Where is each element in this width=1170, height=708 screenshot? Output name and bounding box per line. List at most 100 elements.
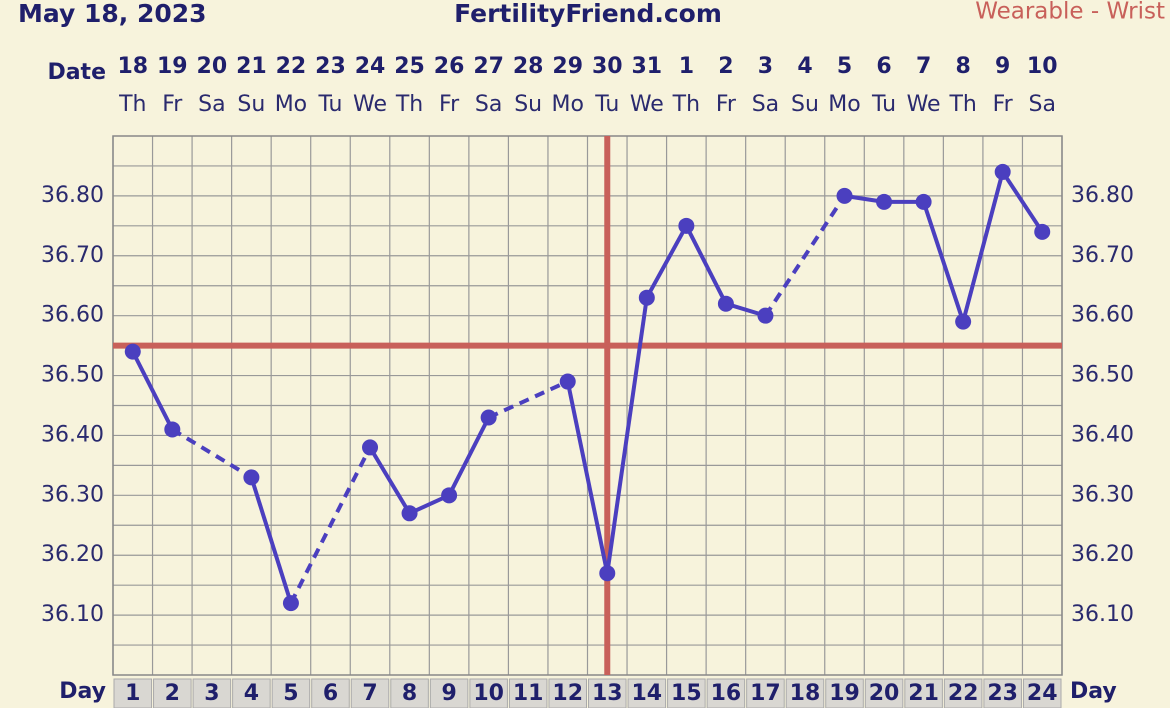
x-tick-label: 6 — [323, 681, 338, 706]
y-tick-label: 36.60 — [1071, 303, 1134, 328]
date-label: Date — [47, 60, 106, 85]
x-tick-label: 19 — [829, 681, 860, 706]
day-box — [864, 678, 904, 708]
date-label: 25 — [394, 54, 425, 79]
x-tick-label: 7 — [362, 681, 377, 706]
date-label: 10 — [1027, 54, 1058, 79]
weekday-label: Th — [672, 92, 700, 117]
date-label: 24 — [355, 54, 386, 79]
line-segment — [921, 201, 966, 323]
y-tick-label: 36.40 — [1071, 422, 1134, 447]
date-label: 28 — [513, 54, 544, 79]
point — [757, 307, 774, 324]
point — [955, 313, 972, 330]
weekday-label: Sa — [1029, 92, 1056, 117]
line-segment — [565, 381, 610, 574]
chart-title: FertilityFriend.com — [454, 0, 722, 28]
date-label: 2 — [718, 54, 733, 79]
y-tick-label: 36.70 — [1071, 243, 1134, 268]
weekday-label: Sa — [752, 92, 779, 117]
x-tick-label: 14 — [632, 681, 663, 706]
annotation: Wearable - Wrist — [975, 0, 1165, 25]
y-tick-label: 36.60 — [41, 303, 104, 328]
y-tick-label: 36.50 — [41, 363, 104, 388]
day-box — [983, 678, 1022, 708]
date-label: 4 — [797, 54, 812, 79]
day-box — [192, 678, 232, 708]
x-tick-label: 11 — [513, 681, 544, 706]
x-tick-label: 24 — [1027, 681, 1058, 706]
weekday-label: Th — [118, 92, 146, 117]
x-tick-label: 13 — [592, 681, 623, 706]
weekday-label: Fr — [439, 92, 460, 117]
day-box — [350, 678, 390, 708]
weekday-label: Tu — [871, 92, 896, 117]
line-bridge — [171, 427, 253, 480]
x-tick-label: 12 — [552, 681, 583, 706]
x-tick-label: 20 — [869, 681, 900, 706]
day-label: Day — [59, 679, 106, 704]
point — [1034, 223, 1051, 240]
weekday-label: Fr — [993, 92, 1014, 117]
day-box — [746, 678, 785, 708]
line-segment — [961, 171, 1005, 323]
day-box — [588, 678, 627, 708]
line-segment — [249, 476, 293, 604]
line-bridge — [487, 379, 569, 420]
weekday-label: Fr — [162, 92, 183, 117]
date-label: 7 — [916, 54, 931, 79]
day-box — [706, 678, 746, 708]
weekday-label: Su — [791, 92, 819, 117]
y-tick-label: 36.80 — [41, 183, 104, 208]
date-label: 1 — [679, 54, 694, 79]
date-label: 27 — [473, 54, 504, 79]
day-box — [627, 678, 667, 708]
y-tick-label: 36.50 — [1071, 363, 1134, 388]
x-tick-label: 3 — [204, 681, 219, 706]
day-box — [785, 678, 825, 708]
y-tick-label: 36.80 — [1071, 183, 1134, 208]
x-tick-label: 16 — [711, 681, 742, 706]
date-label: 29 — [552, 54, 583, 79]
point — [638, 289, 655, 306]
day-box — [825, 678, 864, 708]
point — [994, 163, 1011, 180]
day-box — [943, 678, 983, 708]
date-label: 23 — [315, 54, 346, 79]
weekday-label: Tu — [594, 92, 619, 117]
x-tick-label: 18 — [790, 681, 821, 706]
line-bridge — [289, 446, 372, 605]
x-tick-label: 22 — [948, 681, 979, 706]
date-label: 22 — [276, 54, 307, 79]
x-tick-label: 21 — [908, 681, 939, 706]
x-tick-label: 9 — [441, 681, 456, 706]
weekday-label: Mo — [552, 92, 584, 117]
weekday-label: We — [630, 92, 664, 117]
weekday-label: Sa — [198, 92, 225, 117]
point — [876, 193, 893, 210]
x-tick-label: 4 — [244, 681, 259, 706]
date-label: 30 — [592, 54, 623, 79]
line-segment — [605, 297, 649, 574]
y-tick-label: 36.20 — [41, 542, 104, 567]
point — [282, 595, 299, 612]
point — [401, 505, 418, 522]
point — [678, 217, 695, 234]
point — [124, 343, 141, 360]
point — [717, 295, 734, 312]
weekday-label: Mo — [828, 92, 860, 117]
date-label: 26 — [434, 54, 465, 79]
date-label: 18 — [117, 54, 148, 79]
day-box — [271, 678, 311, 708]
y-tick-label: 36.40 — [41, 422, 104, 447]
date-label: 19 — [157, 54, 188, 79]
weekday-label: We — [907, 92, 941, 117]
line-segment — [447, 416, 491, 497]
x-tick-label: 5 — [283, 681, 298, 706]
y-tick-label: 36.10 — [41, 602, 104, 627]
line-segment — [684, 224, 728, 305]
x-tick-label: 10 — [473, 681, 504, 706]
y-tick-label: 36.30 — [41, 482, 104, 507]
